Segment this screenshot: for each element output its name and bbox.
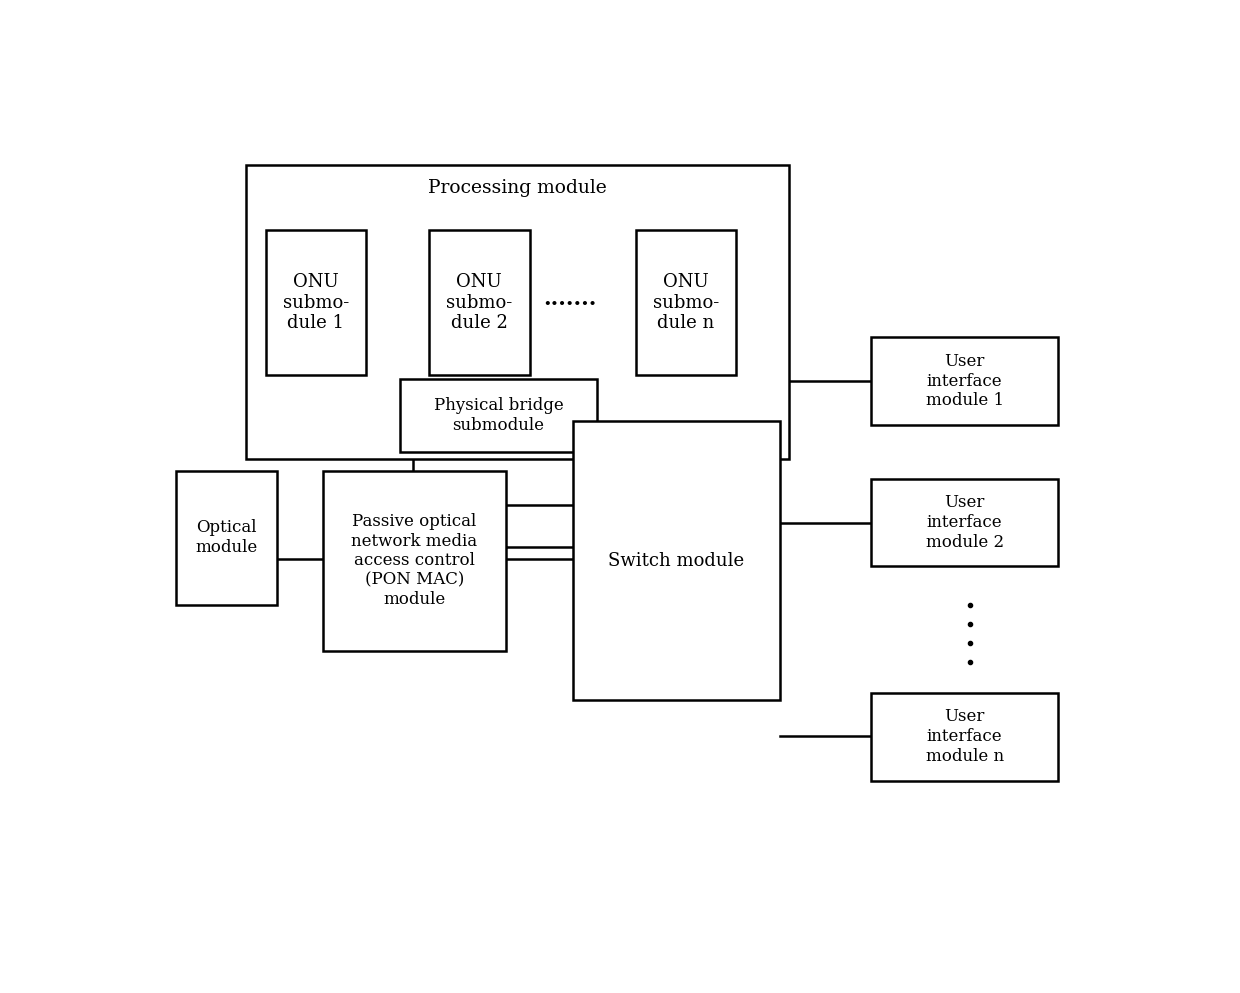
Text: ONU
submo-
dule 2: ONU submo- dule 2: [446, 273, 512, 333]
Text: User
interface
module 1: User interface module 1: [925, 353, 1003, 409]
Bar: [265, 230, 367, 375]
Bar: [635, 230, 737, 375]
Bar: [401, 379, 596, 452]
Text: .......: .......: [543, 288, 596, 310]
Text: ONU
submo-
dule n: ONU submo- dule n: [652, 273, 719, 333]
Text: User
interface
module 2: User interface module 2: [925, 495, 1003, 550]
Bar: [870, 479, 1058, 566]
Text: Optical
module: Optical module: [196, 519, 258, 556]
Text: Passive optical
network media
access control
(PON MAC)
module: Passive optical network media access con…: [351, 513, 477, 609]
Bar: [573, 421, 780, 700]
Bar: [870, 693, 1058, 780]
Text: ONU
submo-
dule 1: ONU submo- dule 1: [283, 273, 350, 333]
Text: User
interface
module n: User interface module n: [925, 708, 1003, 765]
Text: Processing module: Processing module: [428, 179, 608, 197]
Text: Physical bridge
submodule: Physical bridge submodule: [434, 397, 563, 434]
Bar: [429, 230, 529, 375]
Bar: [324, 471, 506, 650]
Bar: [247, 165, 789, 460]
Bar: [870, 337, 1058, 425]
Text: Switch module: Switch module: [609, 552, 744, 570]
Bar: [176, 471, 277, 605]
